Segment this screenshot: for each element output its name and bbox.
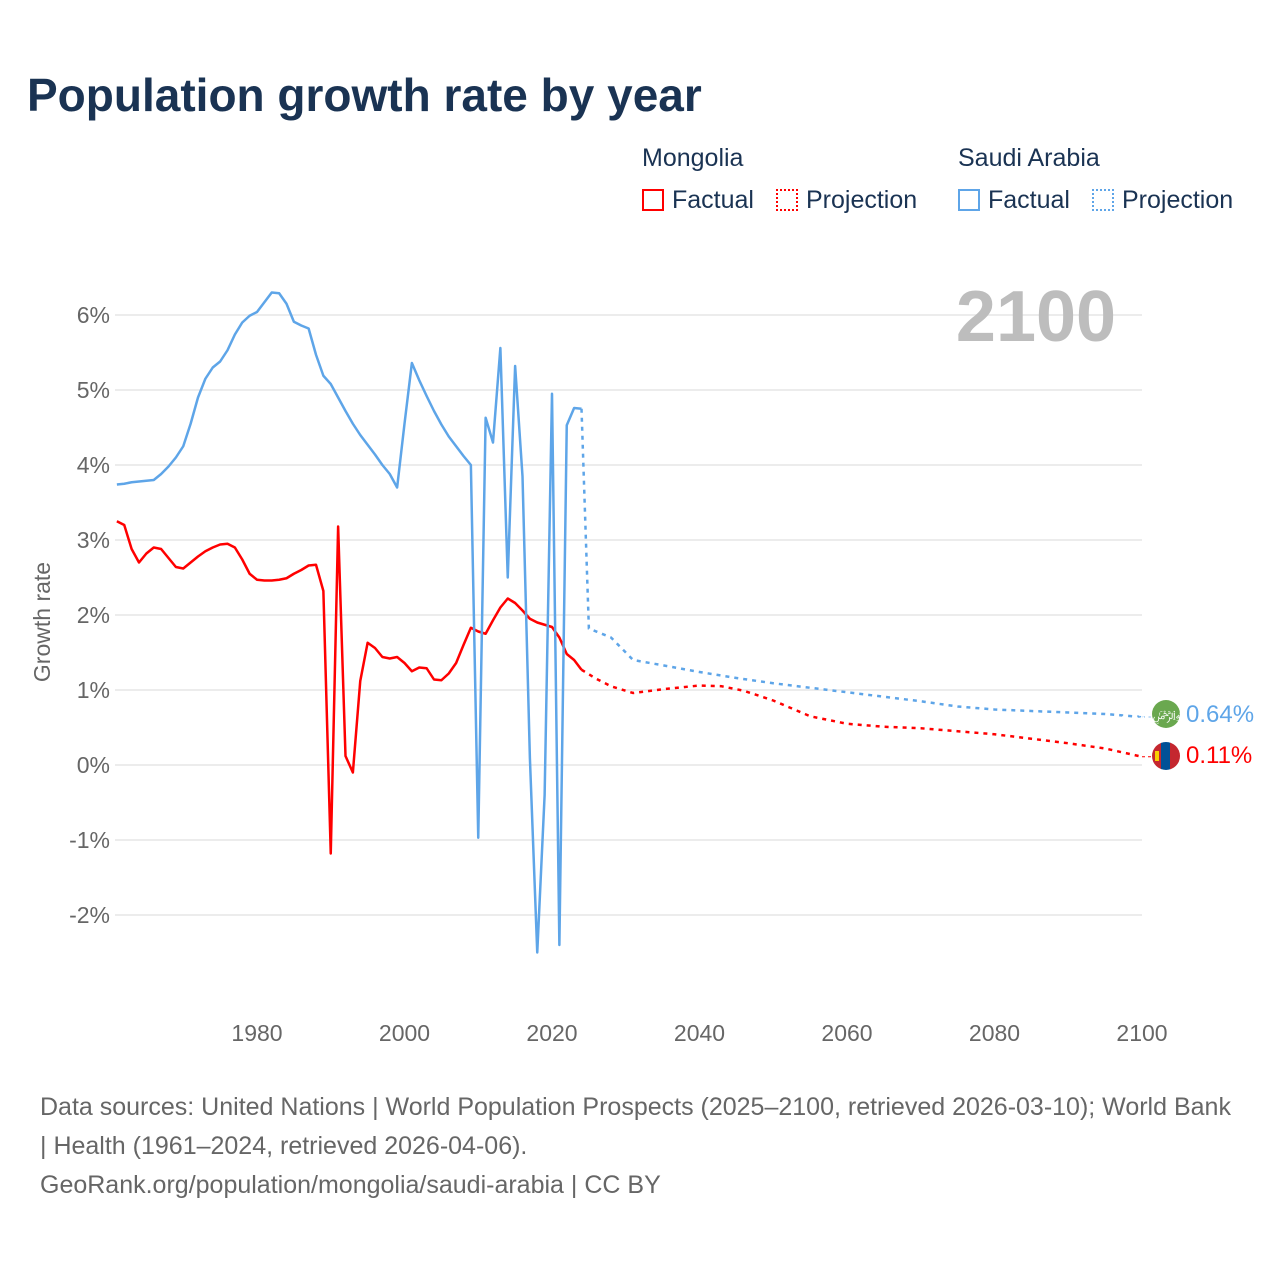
mongolia-factual-line bbox=[116, 520, 583, 855]
legend-label: Projection bbox=[806, 186, 918, 214]
saudi-arabia-flag-icon: ﷽ bbox=[1120, 700, 1212, 728]
y-tick-label: 5% bbox=[77, 377, 110, 403]
x-tick-label: 2020 bbox=[526, 1020, 577, 1046]
legend-group-mongolia: Mongolia bbox=[642, 144, 744, 172]
legend-saudi-factual[interactable]: Factual bbox=[958, 186, 1070, 215]
legend-label: Factual bbox=[988, 186, 1070, 214]
y-tick-label: 1% bbox=[77, 677, 110, 703]
legend-saudi-projection[interactable]: Projection bbox=[1092, 186, 1233, 215]
line-chart: 6% 5% 4% 3% 2% 1% 0% -1% -2% 1980 2000 2020 2040 2060… bbox=[29, 277, 1254, 1046]
y-tick-label: -2% bbox=[69, 902, 110, 928]
y-axis-label: Growth rate bbox=[29, 562, 55, 682]
factual-swatch-icon bbox=[958, 189, 980, 211]
projection-swatch-icon bbox=[1092, 189, 1114, 211]
svg-text:﷽: ﷽ bbox=[1120, 708, 1212, 724]
x-tick-label: 2080 bbox=[969, 1020, 1020, 1046]
factual-swatch-icon bbox=[642, 189, 664, 211]
chart-title: Population growth rate by year bbox=[27, 69, 702, 121]
legend-label: Factual bbox=[672, 186, 754, 214]
x-tick-label: 2100 bbox=[1116, 1020, 1167, 1046]
y-tick-label: 6% bbox=[77, 302, 110, 328]
data-sources: Data sources: United Nations | World Pop… bbox=[40, 1093, 1231, 1160]
legend-mongolia-projection[interactable]: Projection bbox=[776, 186, 917, 215]
y-tick-label: 4% bbox=[77, 452, 110, 478]
source-link[interactable]: GeoRank.org/population/mongolia/saudi-ar… bbox=[40, 1171, 661, 1199]
legend-mongolia-factual[interactable]: Factual bbox=[642, 186, 754, 215]
x-tick-label: 1980 bbox=[231, 1020, 282, 1046]
x-tick-label: 2040 bbox=[674, 1020, 725, 1046]
y-tick-label: 3% bbox=[77, 527, 110, 553]
saudi-end-label: 0.64% bbox=[1186, 701, 1254, 728]
year-label: 2100 bbox=[956, 277, 1116, 357]
mongolia-projection-line bbox=[580, 668, 1143, 758]
y-tick-label: -1% bbox=[69, 827, 110, 853]
y-tick-label: 0% bbox=[77, 752, 110, 778]
legend-label: Projection bbox=[1122, 186, 1234, 214]
legend-group-saudi-arabia: Saudi Arabia bbox=[958, 144, 1100, 172]
saudi-arabia-projection-line bbox=[580, 408, 1143, 719]
saudi-arabia-factual-line bbox=[116, 291, 582, 954]
mongolia-flag-icon bbox=[1152, 742, 1180, 770]
projection-swatch-icon bbox=[776, 189, 798, 211]
x-tick-label: 2000 bbox=[379, 1020, 430, 1046]
mongolia-end-label: 0.11% bbox=[1186, 742, 1252, 769]
x-tick-label: 2060 bbox=[821, 1020, 872, 1046]
y-tick-label: 2% bbox=[77, 602, 110, 628]
footer: Data sources: United Nations | World Pop… bbox=[40, 1088, 1240, 1205]
